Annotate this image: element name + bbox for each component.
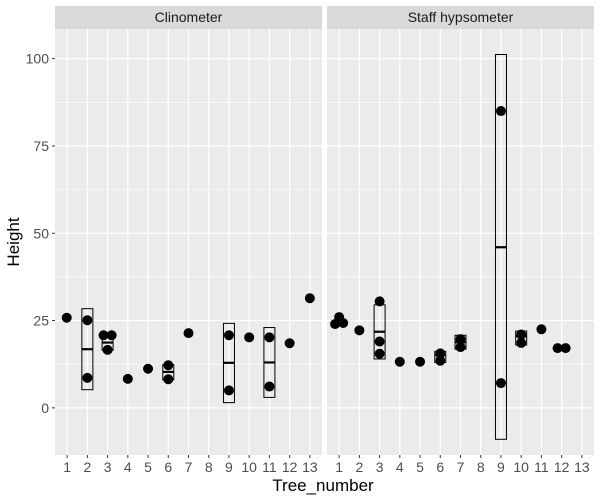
data-point (495, 378, 506, 389)
x-axis-title: Tree_number (272, 476, 374, 495)
box-tree-11 (263, 327, 276, 398)
data-point (163, 360, 174, 371)
x-tick-label: 13 (302, 459, 318, 475)
x-tick-label: 11 (534, 459, 549, 475)
y-tick-label: 25 (33, 313, 49, 329)
data-point (374, 348, 385, 359)
facet-strip-label: Clinometer (155, 9, 223, 25)
data-point (264, 332, 275, 343)
data-point (183, 328, 194, 339)
x-tick-label: 10 (241, 459, 257, 475)
x-tick-label: 3 (376, 459, 384, 475)
data-point (536, 324, 547, 335)
y-tick-label: 0 (41, 400, 49, 416)
data-point (284, 338, 295, 349)
data-point (495, 106, 506, 117)
data-point (82, 372, 93, 383)
data-point (415, 356, 426, 367)
facet-strip (55, 6, 322, 29)
data-point (435, 348, 446, 359)
x-tick-label: 4 (396, 459, 404, 475)
x-tick-label: 12 (282, 459, 298, 475)
data-point (338, 318, 349, 329)
data-point (394, 356, 405, 367)
data-point (455, 334, 466, 345)
x-tick-label: 7 (185, 459, 193, 475)
x-tick-label: 5 (144, 459, 152, 475)
data-point (560, 343, 571, 354)
y-tick-label: 50 (33, 225, 49, 241)
data-point (516, 329, 527, 340)
data-point (223, 330, 234, 341)
x-tick-label: 6 (164, 459, 172, 475)
x-tick-label: 2 (355, 459, 363, 475)
data-point (354, 325, 365, 336)
data-point (516, 337, 527, 348)
x-tick-label: 7 (457, 459, 465, 475)
x-tick-label: 11 (262, 459, 277, 475)
data-point (106, 330, 117, 341)
y-tick-label: 75 (33, 138, 49, 154)
data-point (552, 343, 563, 354)
x-tick-label: 10 (513, 459, 529, 475)
x-tick-label: 8 (477, 459, 485, 475)
x-tick-label: 9 (497, 459, 505, 475)
data-point (374, 336, 385, 347)
box-tree-9 (494, 53, 507, 440)
data-point (244, 332, 255, 343)
x-tick-label: 8 (205, 459, 213, 475)
data-point (455, 342, 466, 353)
data-point (163, 374, 174, 385)
data-point (82, 315, 93, 326)
data-point (304, 293, 315, 304)
data-point (143, 363, 154, 374)
facet-strip-label: Staff hypsometer (408, 9, 514, 25)
data-point (223, 385, 234, 396)
data-point (374, 296, 385, 307)
x-tick-label: 2 (83, 459, 91, 475)
y-axis-title: Height (4, 217, 23, 266)
x-tick-label: 9 (225, 459, 233, 475)
x-tick-label: 1 (63, 459, 71, 475)
box-tree-2 (81, 308, 94, 391)
data-point (122, 373, 133, 384)
x-tick-label: 6 (436, 459, 444, 475)
x-tick-label: 3 (104, 459, 112, 475)
data-point (98, 330, 109, 341)
data-point (435, 355, 446, 366)
y-tick-label: 100 (26, 51, 50, 67)
x-tick-label: 1 (335, 459, 343, 475)
box-tree-9 (222, 322, 235, 404)
x-tick-label: 12 (554, 459, 570, 475)
data-point (264, 381, 275, 392)
data-point (102, 344, 113, 355)
data-point (61, 312, 72, 323)
x-tick-label: 4 (124, 459, 132, 475)
x-tick-label: 13 (574, 459, 590, 475)
facet-strip (327, 6, 594, 29)
x-tick-label: 5 (416, 459, 424, 475)
